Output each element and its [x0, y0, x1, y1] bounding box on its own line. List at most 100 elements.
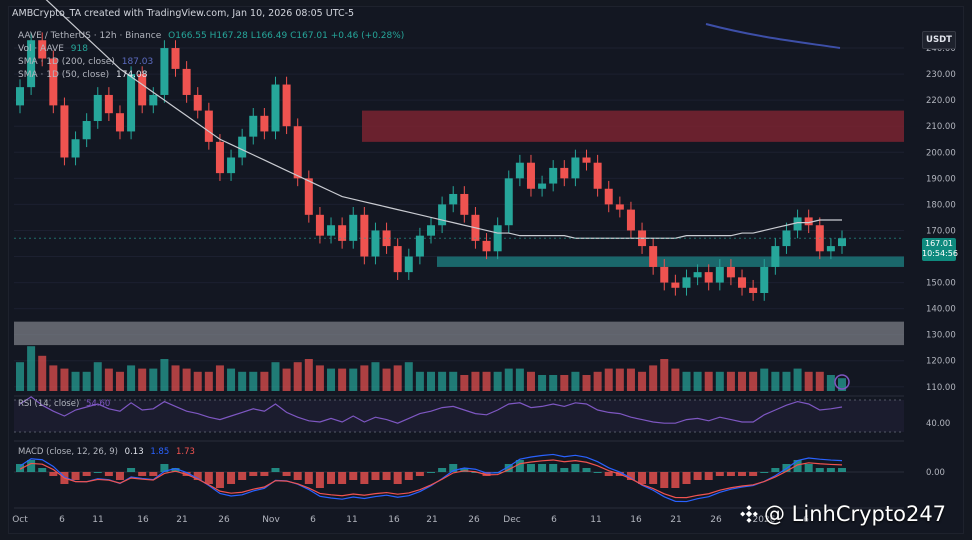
macd-histogram-bar: [760, 472, 769, 473]
candle-body: [504, 178, 513, 226]
macd-histogram-bar: [371, 472, 380, 480]
candle-body: [771, 246, 780, 267]
price-tick-label: 130.00: [926, 331, 956, 341]
price-tick-label: 180.00: [926, 200, 956, 210]
candle-body: [615, 204, 624, 210]
last-price-value: 167.01: [925, 239, 953, 248]
candle-body: [293, 126, 302, 179]
rsi-line: [19, 396, 843, 424]
macd-histogram-bar: [626, 472, 635, 480]
macd-histogram-bar: [171, 468, 180, 472]
candle-body: [549, 167, 558, 184]
candle-body: [649, 246, 658, 267]
volume-bar: [260, 371, 269, 391]
candle-body: [182, 68, 191, 95]
legend-sma200-value: 187.03: [121, 57, 154, 67]
macd-histogram-bar: [304, 472, 313, 484]
time-tick-label: 16: [630, 515, 642, 525]
volume-bar: [749, 371, 758, 391]
macd-histogram-bar: [49, 472, 58, 476]
macd-histogram-bar: [16, 464, 24, 472]
replay-icon: [834, 374, 850, 390]
time-tick-label: 26: [710, 515, 722, 525]
demand-zone: [14, 321, 904, 346]
candle-body: [127, 74, 136, 132]
rsi-legend[interactable]: RSI (14, close) 54.60: [18, 399, 110, 409]
price-tick-label: 150.00: [926, 279, 956, 289]
price-tick-label: 230.00: [926, 70, 956, 80]
macd-histogram-bar: [726, 472, 735, 476]
macd-histogram-bar: [393, 472, 402, 484]
time-tick-label: 21: [670, 515, 681, 525]
volume-bar: [138, 368, 147, 391]
volume-bar: [71, 371, 80, 391]
macd-histogram-bar: [693, 472, 702, 480]
time-tick-label: 2026: [753, 515, 776, 525]
macd-histogram-bar: [349, 472, 358, 480]
macd-histogram-bar: [249, 472, 258, 476]
candle-body: [160, 48, 169, 95]
volume-bar: [571, 371, 580, 391]
candle-body: [138, 74, 147, 106]
candle-body: [27, 40, 36, 88]
price-tick-label: 210.00: [926, 122, 956, 132]
volume-bar: [371, 362, 380, 391]
candle-body: [427, 225, 435, 236]
candle-body: [327, 225, 336, 236]
rsi-label: RSI (14, close): [18, 399, 80, 409]
legend-volume-row[interactable]: Vol · AAVE 918: [18, 44, 88, 54]
volume-bar: [393, 365, 402, 391]
macd-histogram-bar: [260, 472, 269, 476]
volume-bar: [715, 371, 724, 391]
volume-bar: [349, 368, 358, 391]
macd-histogram-bar: [293, 472, 302, 480]
price-tick-label: 220.00: [926, 96, 956, 106]
candle-body: [782, 230, 791, 247]
legend-symbol: AAVE / TetherUS · 12h · Binance: [18, 31, 162, 41]
sma50-line: [45, 0, 842, 239]
binance-logo-icon: [740, 505, 758, 523]
macd-histogram-bar: [282, 472, 291, 476]
candle-body: [382, 230, 391, 247]
legend-sma200-row[interactable]: SMA · 1D (200, close) 187.03: [18, 57, 153, 67]
price-tick-label: 190.00: [926, 174, 956, 184]
volume-bar: [838, 378, 846, 391]
legend-ohlc: O166.55 H167.28 L166.49 C167.01 +0.46 (+…: [168, 31, 405, 41]
candle-body: [560, 167, 569, 179]
volume-bar: [538, 375, 547, 391]
candle-body: [282, 84, 291, 127]
macd-histogram-bar: [638, 472, 647, 484]
macd-legend[interactable]: MACD (close, 12, 26, 9) 0.13 1.85 1.73: [18, 447, 195, 457]
time-tick-label: 26: [468, 515, 480, 525]
volume-bar: [282, 368, 291, 391]
volume-bar: [560, 375, 569, 391]
macd-histogram-bar: [215, 472, 224, 488]
candle-body: [582, 157, 591, 163]
volume-bar: [782, 371, 791, 391]
macd-histogram-bar: [415, 472, 424, 476]
macd-histogram-bar: [438, 468, 447, 472]
legend-symbol-row[interactable]: AAVE / TetherUS · 12h · Binance O166.55 …: [18, 31, 404, 41]
time-tick-label: Oct: [12, 515, 28, 525]
price-tick-label: 120.00: [926, 357, 956, 367]
macd-histogram-bar: [360, 472, 369, 484]
volume-bar: [626, 368, 635, 391]
volume-bar: [704, 371, 713, 391]
macd-histogram-bar: [193, 472, 202, 480]
currency-badge[interactable]: USDT: [922, 31, 956, 49]
volume-bar: [471, 371, 480, 391]
macd-histogram-bar: [838, 468, 846, 472]
volume-bar: [438, 371, 447, 391]
candle-body: [171, 48, 180, 69]
volume-bar: [38, 355, 47, 391]
volume-bar: [449, 371, 458, 391]
volume-bar: [427, 371, 435, 391]
volume-bar: [382, 368, 391, 391]
volume-bar: [815, 371, 824, 391]
time-tick-label: 16: [137, 515, 149, 525]
macd-histogram-bar: [338, 472, 347, 484]
macd-histogram-bar: [38, 468, 47, 472]
legend-sma50-row[interactable]: SMA · 1D (50, close) 174.08: [18, 70, 148, 80]
volume-bar: [93, 362, 102, 391]
